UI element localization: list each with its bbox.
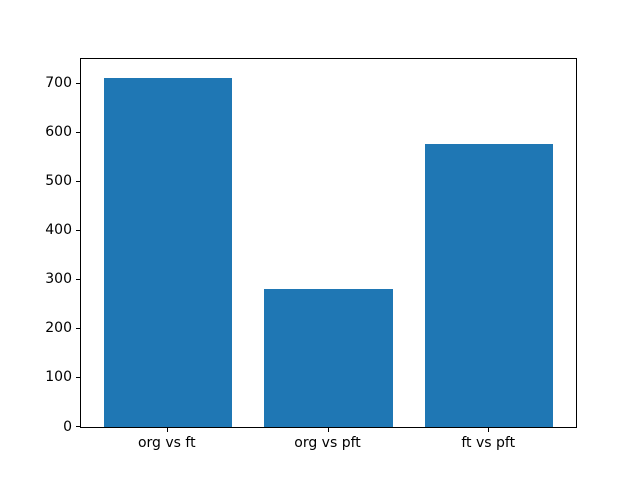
y-axis-tick-label: 500 (45, 173, 72, 190)
x-axis-tick-label: org vs pft (294, 435, 361, 451)
bar-ft-vs-pft (424, 144, 554, 427)
y-axis-tick (76, 180, 80, 182)
y-axis-tick (76, 229, 80, 231)
x-axis-tick-label: ft vs pft (461, 435, 516, 451)
y-axis-tick (76, 426, 80, 427)
y-axis-tick-label: 100 (45, 369, 72, 386)
bar-org-vs-ft (103, 77, 233, 427)
y-axis-tick-label: 300 (45, 271, 72, 288)
y-axis-tick-label: 0 (63, 418, 72, 435)
x-axis-tick (327, 428, 329, 432)
y-axis-tick (76, 278, 80, 280)
y-axis-tick (76, 376, 80, 378)
y-axis-tick (76, 131, 80, 133)
y-axis-tick (76, 327, 80, 329)
bar-org-vs-pft (264, 288, 393, 427)
plot-area (80, 58, 577, 428)
y-axis-tick-label: 700 (45, 75, 72, 92)
x-axis-tick (166, 428, 168, 432)
y-axis-tick (76, 82, 80, 84)
x-axis-tick (488, 428, 490, 432)
y-axis-tick-label: 200 (45, 320, 72, 337)
y-axis-tick-label: 400 (45, 222, 72, 239)
y-axis-tick-label: 600 (45, 124, 72, 141)
x-axis-tick-label: org vs ft (137, 435, 196, 451)
